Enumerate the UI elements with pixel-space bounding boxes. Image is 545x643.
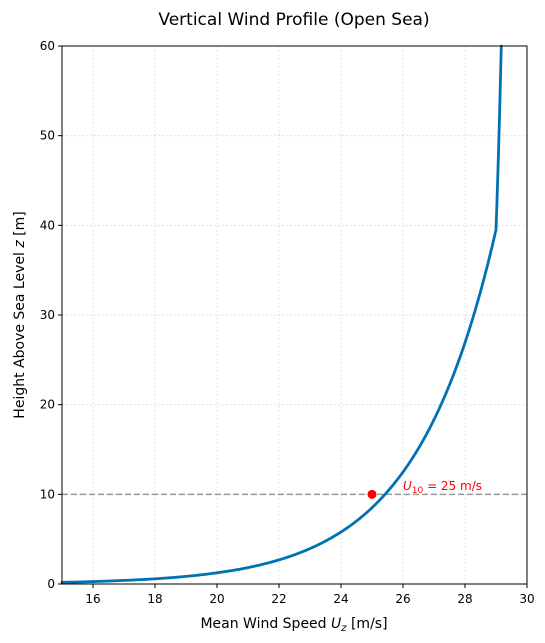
y-tick-label: 30 <box>40 308 55 322</box>
u10-annotation: U10 = 25 m/s <box>403 479 482 496</box>
y-tick-label: 60 <box>40 39 55 53</box>
x-axis-label: Mean Wind Speed Uz [m/s] <box>200 616 387 634</box>
x-tick-label: 18 <box>147 592 162 606</box>
x-tick-label: 26 <box>395 592 410 606</box>
y-tick-label: 10 <box>40 487 55 501</box>
y-tick-label: 0 <box>47 577 55 591</box>
x-tick-label: 22 <box>271 592 286 606</box>
series-layer <box>60 44 503 584</box>
x-tick-label: 16 <box>85 592 100 606</box>
x-tick-label: 30 <box>519 592 534 606</box>
x-tick-label: 24 <box>333 592 348 606</box>
chart-title: Vertical Wind Profile (Open Sea) <box>158 10 429 30</box>
x-axis-ticks: 16 18 20 22 24 26 28 30 <box>85 584 535 606</box>
highlight-layer <box>367 489 377 499</box>
wind-profile-line <box>60 44 503 584</box>
y-tick-label: 50 <box>40 129 55 143</box>
y-tick-label: 20 <box>40 398 55 412</box>
x-tick-label: 28 <box>457 592 472 606</box>
u10-marker <box>367 489 377 499</box>
y-axis-ticks: 0 10 20 30 40 50 60 <box>40 39 62 591</box>
y-tick-label: 40 <box>40 218 55 232</box>
y-axis-label: Height Above Sea Level z [m] <box>12 211 28 418</box>
x-tick-label: 20 <box>209 592 224 606</box>
